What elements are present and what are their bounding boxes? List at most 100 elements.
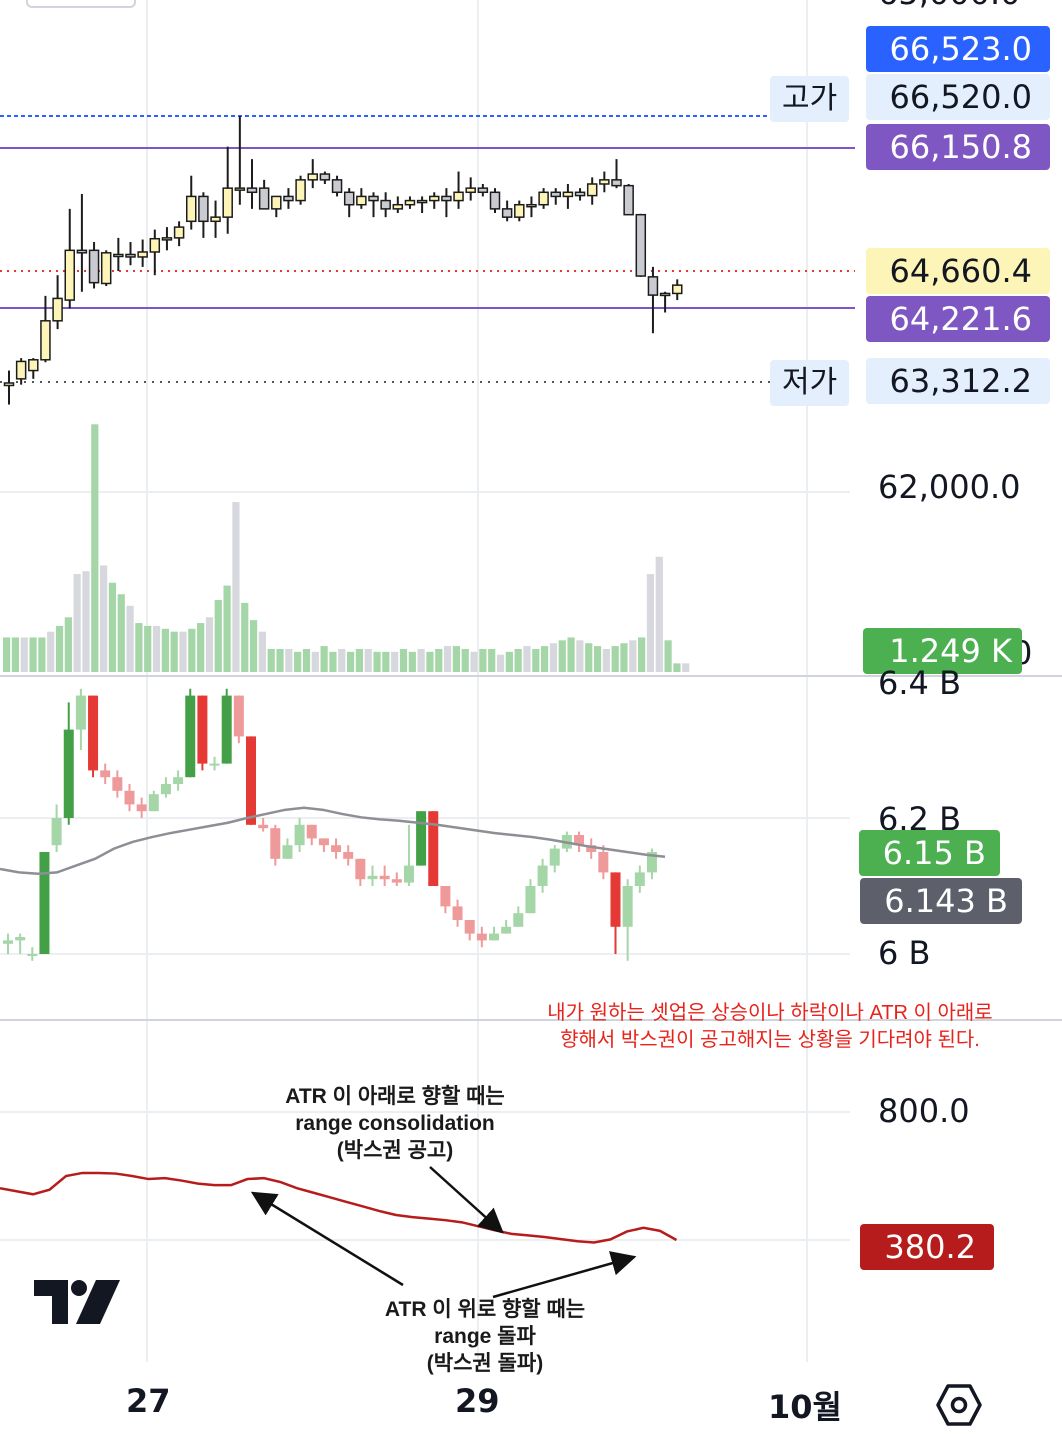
volume-bar [496,654,505,672]
volume-bar [611,646,619,672]
price-label-high: 66,520.0 [865,74,1050,120]
volume-bar [161,628,169,672]
volume-bar [461,648,469,672]
volume-bar [214,600,222,672]
down-annotation: ATR 이 아래로 향할 때는 range consolidation (박스권… [250,1083,540,1164]
price-candle-body [659,292,671,297]
price-candle-body [623,184,634,216]
price-label-low: 63,312.2 [865,358,1050,404]
high-label: 고가 [770,76,850,122]
volume-bar [399,648,408,672]
volume-bar [11,637,20,672]
up-note-line-1: ATR 이 위로 향할 때는 [384,1298,586,1321]
oi-candle-body [513,913,524,927]
volume-bar [549,643,558,672]
oi-candle-body [355,858,366,880]
oi-candle-body [39,852,50,954]
oi-candle-body [440,886,451,907]
volume-bar [320,646,328,672]
volume-bar [505,651,513,672]
oi-candle-body [622,886,633,927]
oi-candle-body [3,940,13,944]
volume-bar [417,648,425,672]
red-note-line-1: 내가 원하는 셋업은 상승이나 하락이나 ATR 이 아래로 [547,1002,993,1024]
volume-bar [602,648,610,672]
volume-bar [20,637,28,672]
settings-icon[interactable] [936,1382,982,1428]
oi-candle-body [197,695,208,764]
volume-bar [435,648,443,672]
oi-last-label: 6.15 B [858,830,1000,876]
price-candle-body [441,195,452,202]
oi-candle-body [221,695,232,764]
price-candle-body [161,237,173,241]
volume-bar [593,646,602,672]
oi-candle-body [63,729,74,818]
volume-bar [152,625,161,672]
price-candle-body [295,179,306,202]
price-candle-body [198,195,209,223]
volume-bars [3,424,690,672]
volume-bar [355,648,363,672]
up-annotation: ATR 이 위로 향할 때는 range 돌파 (박스권 돌파) [355,1296,615,1377]
up-note-line-2: range 돌파 [434,1325,536,1348]
price-candle-body [611,179,622,187]
volume-bar [646,574,655,672]
down-note-line-2: range consolidation [295,1112,495,1135]
price-label-64221: 64,221.6 [865,296,1050,342]
down-note-line-3: (박스권 공고) [336,1139,454,1162]
volume-bar [488,648,496,672]
price-candle-body [647,276,659,296]
price-candles [3,116,683,405]
volume-bar [514,648,522,672]
volume-bar [346,651,355,672]
price-candle-body [271,195,282,210]
oi-candle-body [27,954,38,956]
oi-candle-body [403,865,414,883]
price-candle-body [343,191,355,206]
price-candle-body [331,179,343,194]
price-candle-body [52,297,63,322]
volume-bar [117,594,125,672]
volume-bar [364,648,372,672]
price-label-66150: 66,150.8 [865,124,1050,170]
volume-bar [29,637,37,672]
price-candle-body [526,203,537,208]
price-candle-body [392,203,404,210]
volume-bar [479,648,487,672]
oi-candle-body [282,845,293,859]
volume-bar [470,651,478,672]
volume-bar [135,623,143,672]
volume-bar [82,571,90,672]
oi-candle-body [75,695,86,730]
price-candle-body [635,213,647,277]
price-candle-body [3,382,15,387]
volume-bar [91,424,99,672]
price-candle-body [137,251,148,258]
price-candle-body [125,253,136,258]
atr-axis-label-800: 800.0 [878,1092,970,1130]
volume-bar [179,631,187,672]
header-input-partial[interactable] [26,0,136,8]
tradingview-logo[interactable] [34,1280,120,1324]
volume-bar [567,637,575,672]
volume-bar [197,623,205,672]
atr-last-label: 380.2 [860,1224,994,1270]
oi-candle-body [549,848,560,866]
oi-candle-body [574,835,585,846]
oi-candle-body [610,872,621,927]
price-candle-body [283,195,294,202]
volume-bar [373,651,381,672]
oi-candle-body [51,818,62,846]
oi-candle-body [88,695,99,771]
oi-candle-body [537,865,548,886]
volume-bar [258,631,266,672]
up-note-line-3: (박스권 돌파) [426,1352,544,1375]
price-candle-body [501,208,513,218]
volume-bar [682,663,690,672]
volume-bar [232,502,240,672]
price-candle-body [173,226,185,239]
volume-bar [302,648,311,672]
